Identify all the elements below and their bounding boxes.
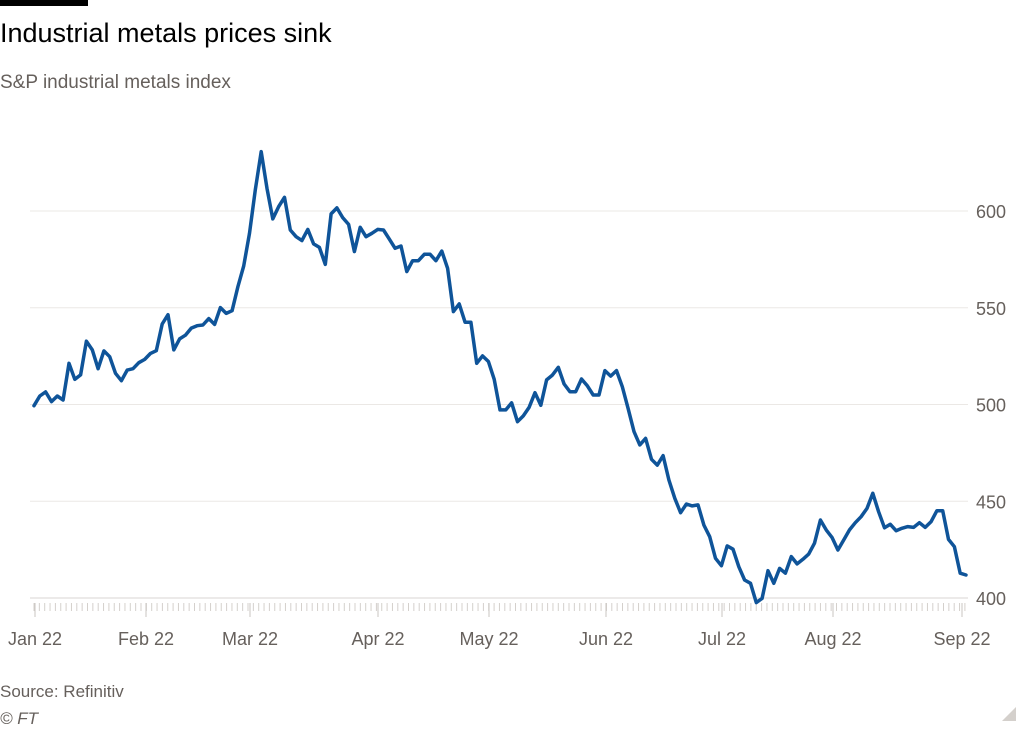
x-tick-label-5: Jun 22 <box>579 629 633 649</box>
x-tick-label-8: Sep 22 <box>933 629 990 649</box>
resize-corner-icon <box>1002 707 1016 721</box>
copyright: © FT <box>0 709 39 728</box>
chart-title: Industrial metals prices sink <box>0 18 332 48</box>
gridlines <box>30 210 968 599</box>
x-tick-label-2: Mar 22 <box>222 629 278 649</box>
y-tick-label-450: 450 <box>976 492 1006 512</box>
series <box>32 149 968 605</box>
y-tick-label-600: 600 <box>976 202 1006 222</box>
chart-subtitle: S&P industrial metals index <box>0 72 231 93</box>
series-line-metals-index <box>32 149 968 605</box>
x-tick-label-1: Feb 22 <box>118 629 174 649</box>
y-tick-label-500: 500 <box>976 396 1006 416</box>
y-tick-label-550: 550 <box>976 299 1006 319</box>
x-tick-label-0: Jan 22 <box>8 629 62 649</box>
y-axis: 400 450 500 550 600 <box>976 202 1006 609</box>
y-tick-label-400: 400 <box>976 589 1006 609</box>
brand-bar <box>0 0 88 6</box>
x-tick-label-6: Jul 22 <box>698 629 746 649</box>
source-note: Source: Refinitiv <box>0 682 124 701</box>
x-tick-label-7: Aug 22 <box>804 629 861 649</box>
x-tick-label-4: May 22 <box>459 629 518 649</box>
x-tick-label-3: Apr 22 <box>351 629 404 649</box>
x-axis: Jan 22 Feb 22 Mar 22 Apr 22 May 22 Jun 22 Jul … <box>8 603 991 649</box>
